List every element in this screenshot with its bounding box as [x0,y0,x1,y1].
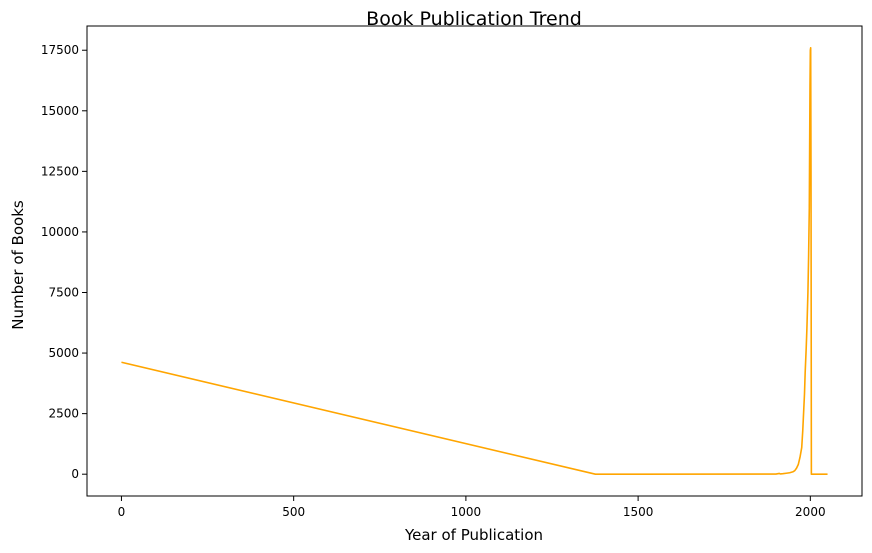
y-axis-ticks: 0 2500 5000 7500 10000 12500 15000 17500 [41,43,87,481]
y-tick-label: 2500 [48,407,79,421]
y-tick-label: 17500 [41,43,79,57]
x-tick-label: 1500 [623,505,654,519]
y-tick-label: 10000 [41,225,79,239]
y-tick-label: 0 [71,467,79,481]
y-axis-title: Number of Books [9,200,27,330]
x-tick-label: 0 [118,505,126,519]
plot-frame [86,25,863,497]
y-tick-label: 5000 [48,346,79,360]
x-axis-title: Year of Publication [404,526,543,544]
x-axis-ticks: 0 500 1000 1500 2000 [118,496,826,519]
y-tick-label: 15000 [41,104,79,118]
x-tick-label: 2000 [795,505,826,519]
x-tick-label: 1000 [451,505,482,519]
series-layer [121,46,828,476]
x-tick-label: 500 [282,505,305,519]
series-line-0 [121,46,828,476]
plot-area [87,26,862,496]
y-tick-label: 12500 [41,164,79,178]
y-tick-label: 7500 [48,285,79,299]
chart-title: Book Publication Trend [366,8,582,30]
